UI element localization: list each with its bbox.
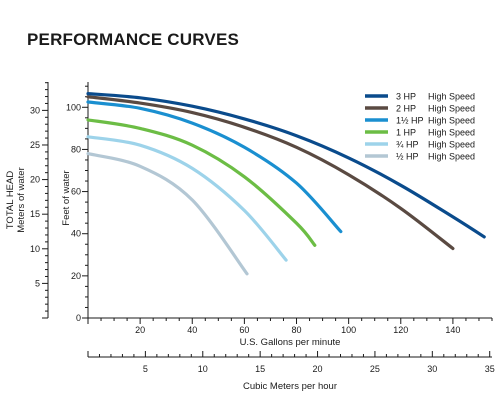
x-cmh-tick-label: 35 <box>485 364 495 374</box>
curve--hp <box>86 135 288 262</box>
x-cmh-tick-label: 25 <box>370 364 380 374</box>
legend-speed: High Speed <box>428 128 475 138</box>
x-cmh-tick-label: 15 <box>255 364 265 374</box>
x-cmh-tick-label: 5 <box>143 364 148 374</box>
x-gpm-tick-label: 20 <box>135 325 145 335</box>
y-feet-tick-label: 100 <box>66 102 81 112</box>
x-cmh-tick-label: 20 <box>313 364 323 374</box>
y-feet-tick-label: 60 <box>71 187 81 197</box>
y-feet-tick-label: 20 <box>71 271 81 281</box>
legend-label: 1 HP <box>396 128 416 138</box>
x-cmh-tick-label: 10 <box>198 364 208 374</box>
legend-speed: High Speed <box>428 116 475 126</box>
curve-1-hp <box>86 118 317 247</box>
legend-label: 1½ HP <box>396 116 424 126</box>
x-gpm-tick-label: 40 <box>187 325 197 335</box>
y-axis-feet-title: Feet of water <box>61 170 72 225</box>
y-meters-tick-label: 25 <box>30 140 40 150</box>
y-feet-tick-label: 40 <box>71 229 81 239</box>
legend-label: ½ HP <box>396 152 419 162</box>
legend-label: ¾ HP <box>396 140 419 150</box>
chart-title: PERFORMANCE CURVES <box>27 30 240 49</box>
chart-legend: 3 HP High Speed 2 HP High Speed 1½ HP High Sp… <box>365 92 475 162</box>
legend-label: 3 HP <box>396 92 416 102</box>
y-axis-meters-title-line1: TOTAL HEAD <box>5 171 16 230</box>
y-meters-tick-label: 20 <box>30 175 40 185</box>
curve-1-hp <box>86 100 343 234</box>
legend-label: 2 HP <box>396 104 416 114</box>
y-meters-tick-label: 15 <box>30 209 40 219</box>
x-axis-gpm-title: U.S. Gallons per minute <box>240 337 341 348</box>
x-gpm-tick-label: 100 <box>341 325 356 335</box>
curve-2-hp <box>86 95 455 251</box>
chart-curves <box>86 92 486 276</box>
x-gpm-tick-label: 60 <box>239 325 249 335</box>
y-meters-tick-label: 5 <box>35 278 40 288</box>
y-feet-tick-label: 80 <box>71 144 81 154</box>
y-feet-tick-label: 0 <box>76 313 81 323</box>
legend-speed: High Speed <box>428 92 475 102</box>
x-axis-cmh-title: Cubic Meters per hour <box>243 381 337 392</box>
axis-titles: U.S. Gallons per minute Cubic Meters per … <box>5 167 340 392</box>
y-meters-tick-label: 10 <box>30 244 40 254</box>
x-gpm-tick-label: 80 <box>292 325 302 335</box>
x-gpm-tick-label: 120 <box>393 325 408 335</box>
x-cmh-tick-label: 30 <box>427 364 437 374</box>
x-gpm-tick-label: 140 <box>445 325 460 335</box>
chart-axes: 0 20 40 60 80 100 20 40 60 80 100 120 140 5 10 15 20 25 30… <box>30 82 495 374</box>
y-meters-tick-label: 30 <box>30 105 40 115</box>
legend-speed: High Speed <box>428 104 475 114</box>
legend-speed: High Speed <box>428 152 475 162</box>
curve-3-hp <box>86 92 486 239</box>
curve--hp <box>86 152 249 276</box>
y-axis-meters-title-line2: Meters of water <box>16 167 27 232</box>
legend-speed: High Speed <box>428 140 475 150</box>
